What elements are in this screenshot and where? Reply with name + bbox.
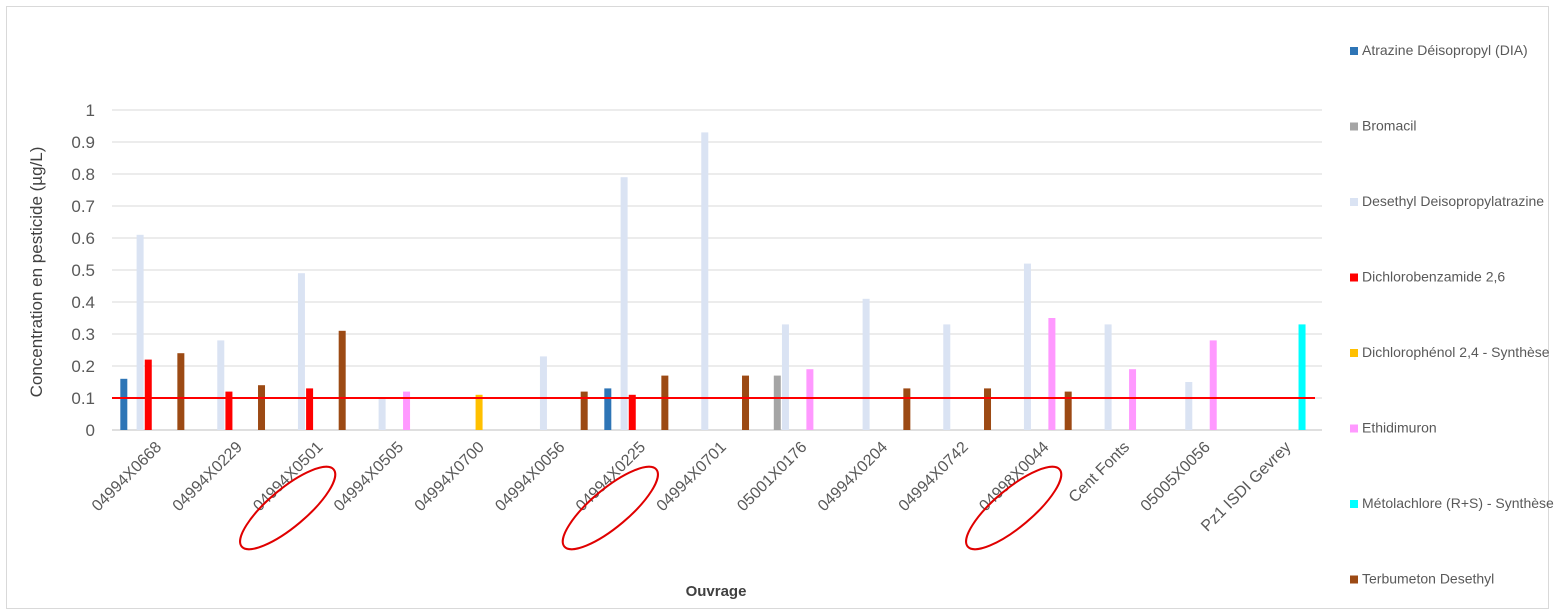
bar [943, 324, 951, 430]
legend-swatch [1350, 349, 1358, 357]
bar [475, 394, 483, 430]
bar [378, 398, 386, 430]
legend-swatch [1350, 273, 1358, 282]
bar [773, 375, 781, 430]
x-tick-label: 05005X0056 [1138, 439, 1214, 515]
bar [701, 132, 709, 430]
x-tick-label: 04994X0204 [815, 439, 891, 515]
x-tick-label: Cent Fonts [1066, 439, 1133, 506]
bar [1298, 324, 1306, 430]
x-tick-label: 04994X0225 [573, 439, 649, 515]
x-axis-label: Ouvrage [686, 583, 747, 600]
legend-swatch [1350, 122, 1358, 131]
bar [806, 369, 814, 430]
legend-label: Desethyl Deisopropylatrazine [1362, 193, 1544, 209]
x-tick-label: 05001X0176 [734, 439, 810, 515]
y-tick-label: 0.3 [71, 325, 95, 344]
bar [225, 391, 233, 430]
x-tick-label: 04994X0742 [896, 439, 972, 515]
x-tick-label: 04994X0700 [412, 439, 488, 515]
bar [984, 388, 992, 430]
y-tick-label: 0.4 [71, 293, 95, 312]
legend: Atrazine Déisopropyl (DIA) Bromacil Deseth… [1350, 42, 1554, 587]
legend-label: Bromacil [1362, 118, 1416, 134]
bar [144, 359, 152, 430]
legend-swatch [1350, 500, 1358, 508]
bar [1023, 263, 1031, 430]
y-tick-label: 0.8 [71, 165, 95, 184]
bar [403, 391, 411, 430]
legend-swatch [1350, 198, 1358, 206]
bar [338, 330, 346, 430]
highlight-ellipse [965, 465, 1063, 551]
legend-label: Terbumeton Desethyl [1362, 571, 1494, 587]
bar [580, 391, 588, 430]
bar [217, 340, 225, 430]
x-tick-label: 04998X0044 [976, 439, 1052, 515]
highlight-circles [239, 465, 1063, 551]
bar [1104, 324, 1112, 430]
y-tick-label: 0.2 [71, 357, 95, 376]
legend-swatch [1350, 575, 1358, 584]
bar [1129, 369, 1137, 430]
bar [1209, 340, 1217, 430]
bar [120, 378, 128, 430]
legend-label: Dichlorophénol 2,4 - Synthèse [1362, 344, 1550, 360]
legend-label: Ethidimuron [1362, 420, 1437, 436]
bar [903, 388, 911, 430]
bar [742, 375, 750, 430]
bars [120, 132, 1306, 430]
bar [297, 273, 305, 430]
x-tick-label: 04994X0229 [170, 439, 246, 515]
bar [1048, 318, 1056, 430]
y-tick-label: 0 [86, 421, 95, 440]
x-tick-label: Pz1 ISDI Gevrey [1198, 439, 1294, 535]
bar [1185, 382, 1193, 430]
highlight-ellipse [239, 465, 337, 551]
y-tick-label: 0.5 [71, 261, 95, 280]
bar [604, 388, 612, 430]
gridlines [112, 109, 1322, 431]
bar [862, 298, 870, 430]
x-tick-label: 04994X0668 [89, 439, 165, 515]
bar [136, 234, 144, 430]
bar [661, 375, 669, 430]
y-tick-label: 0.9 [71, 133, 95, 152]
bar [306, 388, 314, 430]
highlight-ellipse [561, 465, 659, 551]
legend-label: Métolachlore (R+S) - Synthèse [1362, 495, 1554, 511]
y-tick-label: 0.7 [71, 197, 95, 216]
legend-label: Dichlorobenzamide 2,6 [1362, 269, 1505, 285]
y-axis-label: Concentration en pesticide (µg/L) [27, 147, 46, 398]
y-axis-ticks: 0 0.1 0.2 0.3 0.4 0.5 0.6 0.7 0.8 0.9 1 [71, 101, 95, 440]
x-tick-label: 04994X0701 [654, 439, 730, 515]
y-tick-label: 1 [86, 101, 95, 120]
bar [781, 324, 789, 430]
x-tick-label: 04994X0056 [492, 439, 568, 515]
y-tick-label: 0.1 [71, 389, 95, 408]
chart-frame [6, 6, 1549, 609]
bar [258, 385, 266, 430]
bar [539, 356, 547, 430]
x-tick-label: 04994X0501 [250, 439, 326, 515]
bar [620, 177, 628, 430]
x-axis-ticks: 04994X0668 04994X0229 04994X0501 04994X0505… [89, 439, 1295, 535]
bar [177, 353, 185, 430]
bar [1064, 391, 1072, 430]
bar [628, 394, 636, 430]
x-tick-label: 04994X0505 [331, 439, 407, 515]
legend-swatch [1350, 424, 1358, 433]
legend-swatch [1350, 47, 1358, 55]
legend-label: Atrazine Déisopropyl (DIA) [1362, 42, 1528, 58]
y-tick-label: 0.6 [71, 229, 95, 248]
